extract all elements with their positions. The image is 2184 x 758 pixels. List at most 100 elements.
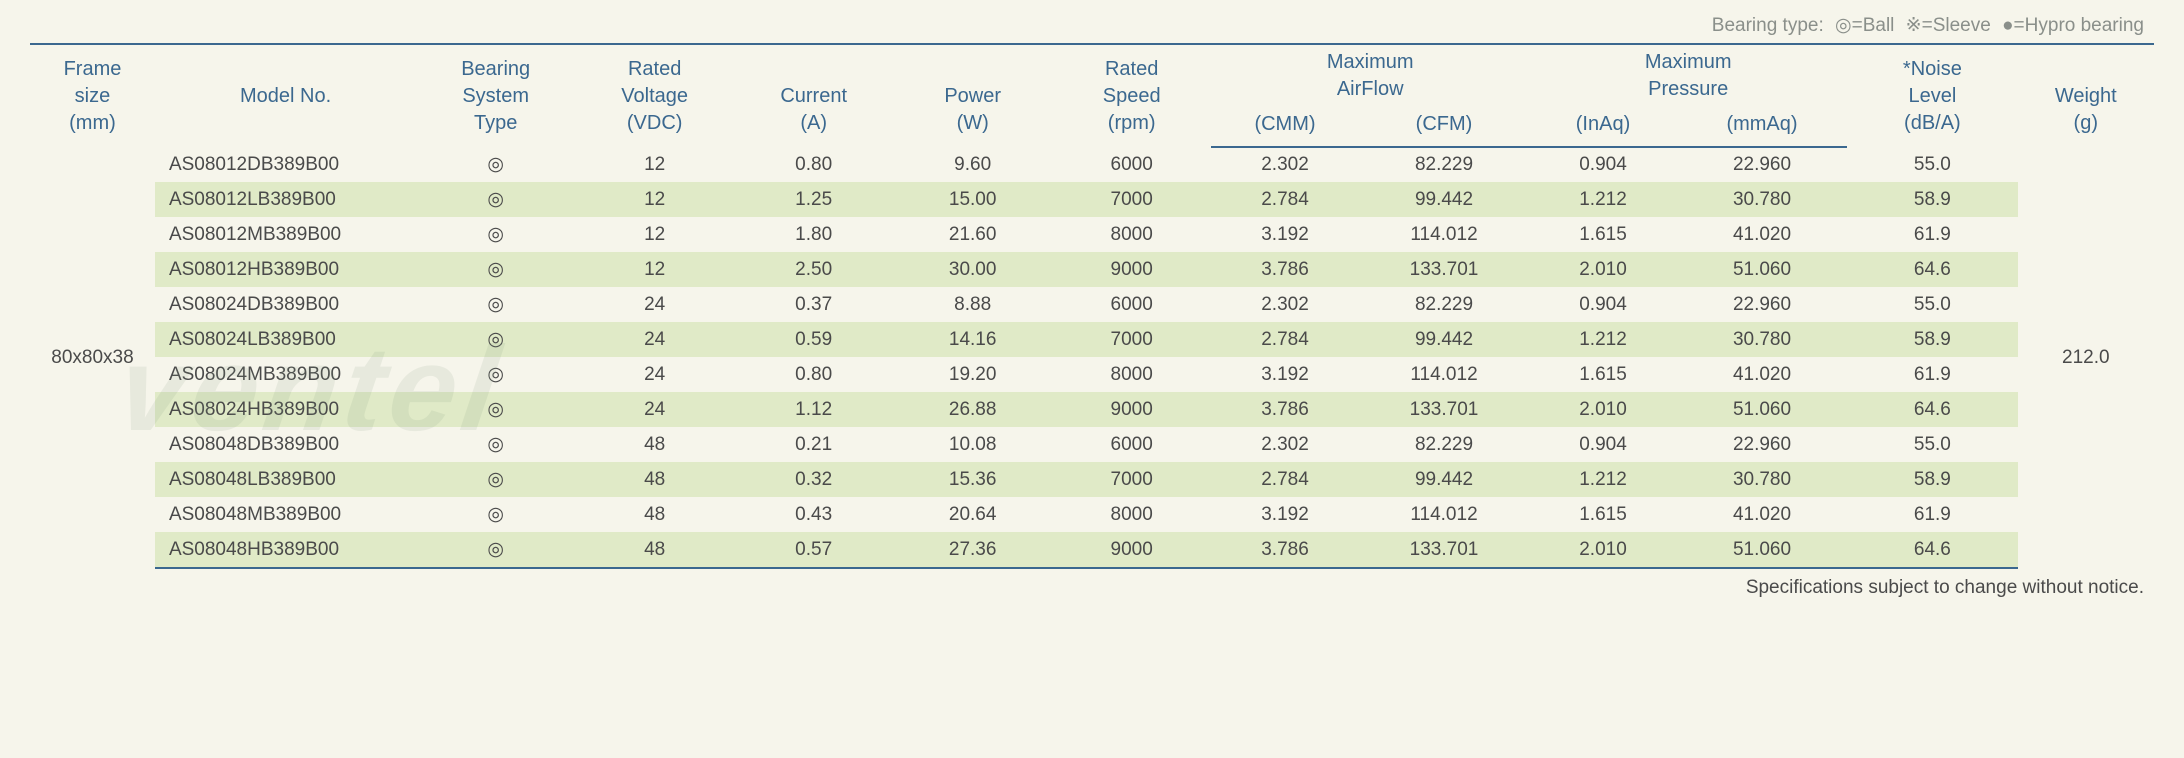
cell-cmm: 3.192 [1211,497,1359,532]
cell-inaq: 1.615 [1529,217,1677,252]
hdr-airflow: Maximum AirFlow [1211,44,1529,107]
cell-noise: 61.9 [1847,497,2017,532]
cell-cmm: 3.192 [1211,217,1359,252]
cell-model: AS08012HB389B00 [155,252,416,287]
cell-cmm: 3.786 [1211,392,1359,427]
cell-cfm: 82.229 [1359,147,1529,182]
cell-bearing-icon: ◎ [416,147,575,182]
table-row: AS08048MB389B00◎480.4320.6480003.192114.… [30,497,2154,532]
hdr-pressure: Maximum Pressure [1529,44,1847,107]
table-row: AS08048DB389B00◎480.2110.0860002.30282.2… [30,427,2154,462]
table-row: AS08048HB389B00◎480.5727.3690003.786133.… [30,532,2154,568]
cell-noise: 58.9 [1847,462,2017,497]
cell-inaq: 1.615 [1529,357,1677,392]
cell-power: 10.08 [893,427,1052,462]
hdr-cmm: (CMM) [1211,107,1359,147]
cell-power: 15.36 [893,462,1052,497]
hdr-frame: Frame size (mm) [30,44,155,147]
table-row: 80x80x38AS08012DB389B00◎120.809.6060002.… [30,147,2154,182]
cell-noise: 64.6 [1847,532,2017,568]
table-row: AS08024MB389B00◎240.8019.2080003.192114.… [30,357,2154,392]
cell-model: AS08012MB389B00 [155,217,416,252]
cell-bearing-icon: ◎ [416,217,575,252]
hdr-current: Current (A) [734,44,893,147]
cell-mmaq: 22.960 [1677,287,1847,322]
hdr-weight: Weight (g) [2018,44,2154,147]
cell-current: 0.32 [734,462,893,497]
cell-model: AS08048LB389B00 [155,462,416,497]
table-row: AS08024HB389B00◎241.1226.8890003.786133.… [30,392,2154,427]
cell-noise: 61.9 [1847,217,2017,252]
hdr-inaq: (InAq) [1529,107,1677,147]
cell-cfm: 82.229 [1359,287,1529,322]
cell-power: 15.00 [893,182,1052,217]
cell-cfm: 133.701 [1359,392,1529,427]
cell-power: 26.88 [893,392,1052,427]
cell-power: 30.00 [893,252,1052,287]
cell-current: 0.80 [734,357,893,392]
cell-inaq: 0.904 [1529,147,1677,182]
cell-cfm: 82.229 [1359,427,1529,462]
cell-cfm: 114.012 [1359,217,1529,252]
cell-cfm: 133.701 [1359,252,1529,287]
hdr-noise: *Noise Level (dB/A) [1847,44,2017,147]
table-row: AS08012LB389B00◎121.2515.0070002.78499.4… [30,182,2154,217]
table-body: 80x80x38AS08012DB389B00◎120.809.6060002.… [30,147,2154,568]
cell-cmm: 3.786 [1211,252,1359,287]
cell-cmm: 2.302 [1211,287,1359,322]
cell-speed: 6000 [1052,147,1211,182]
cell-mmaq: 30.780 [1677,182,1847,217]
cell-current: 0.43 [734,497,893,532]
cell-model: AS08048HB389B00 [155,532,416,568]
cell-current: 0.57 [734,532,893,568]
table-row: AS08012MB389B00◎121.8021.6080003.192114.… [30,217,2154,252]
cell-cmm: 2.784 [1211,182,1359,217]
cell-power: 27.36 [893,532,1052,568]
hdr-model: Model No. [155,44,416,147]
cell-model: AS08012DB389B00 [155,147,416,182]
cell-speed: 6000 [1052,287,1211,322]
cell-bearing-icon: ◎ [416,182,575,217]
cell-voltage: 24 [575,357,734,392]
cell-model: AS08024DB389B00 [155,287,416,322]
cell-cmm: 2.302 [1211,427,1359,462]
spec-table: Frame size (mm) Model No. Bearing System… [30,43,2154,569]
cell-voltage: 24 [575,392,734,427]
footnote: Specifications subject to change without… [30,569,2154,599]
cell-power: 20.64 [893,497,1052,532]
cell-inaq: 1.212 [1529,182,1677,217]
table-row: AS08048LB389B00◎480.3215.3670002.78499.4… [30,462,2154,497]
cell-cfm: 133.701 [1359,532,1529,568]
cell-bearing-icon: ◎ [416,252,575,287]
hdr-bearing: Bearing System Type [416,44,575,147]
cell-mmaq: 22.960 [1677,427,1847,462]
cell-model: AS08048DB389B00 [155,427,416,462]
weight-cell: 212.0 [2018,147,2154,568]
cell-model: AS08024LB389B00 [155,322,416,357]
cell-current: 0.21 [734,427,893,462]
cell-mmaq: 30.780 [1677,462,1847,497]
cell-noise: 55.0 [1847,427,2017,462]
cell-current: 1.80 [734,217,893,252]
cell-bearing-icon: ◎ [416,497,575,532]
cell-voltage: 12 [575,182,734,217]
cell-power: 19.20 [893,357,1052,392]
legend-hypro: ●=Hypro bearing [2002,15,2144,36]
cell-noise: 55.0 [1847,287,2017,322]
table-row: AS08024LB389B00◎240.5914.1670002.78499.4… [30,322,2154,357]
cell-mmaq: 51.060 [1677,252,1847,287]
table-row: AS08024DB389B00◎240.378.8860002.30282.22… [30,287,2154,322]
cell-speed: 7000 [1052,322,1211,357]
cell-speed: 8000 [1052,497,1211,532]
cell-voltage: 48 [575,497,734,532]
cell-mmaq: 41.020 [1677,497,1847,532]
cell-speed: 9000 [1052,532,1211,568]
cell-speed: 6000 [1052,427,1211,462]
cell-power: 21.60 [893,217,1052,252]
cell-voltage: 48 [575,462,734,497]
cell-mmaq: 51.060 [1677,532,1847,568]
cell-inaq: 1.212 [1529,462,1677,497]
cell-bearing-icon: ◎ [416,532,575,568]
cell-noise: 58.9 [1847,182,2017,217]
cell-bearing-icon: ◎ [416,322,575,357]
